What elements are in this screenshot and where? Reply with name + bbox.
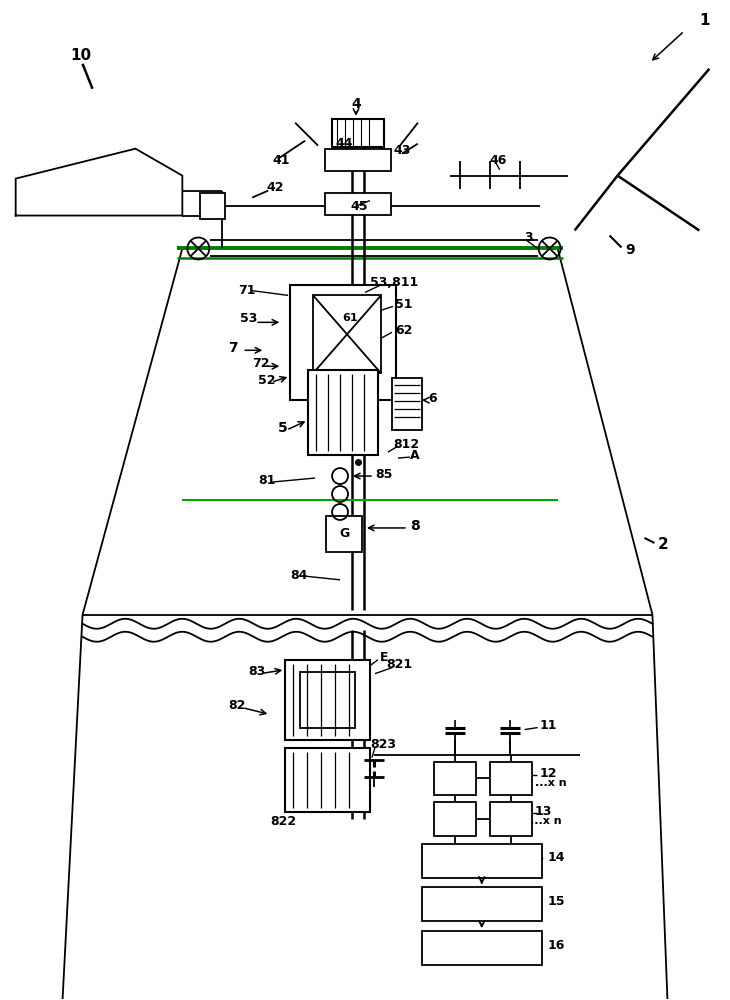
Text: 46: 46	[490, 154, 507, 167]
Bar	[200, 193, 226, 219]
Text: 53,811: 53,811	[370, 276, 418, 289]
Text: 41: 41	[272, 154, 290, 167]
Bar	[290, 285, 396, 400]
Text: 52: 52	[258, 374, 276, 387]
Text: 16: 16	[548, 939, 565, 952]
Text: 15: 15	[548, 895, 565, 908]
Text: 2: 2	[658, 537, 668, 552]
Bar	[313, 295, 381, 373]
Text: 85: 85	[375, 468, 392, 481]
Text: 53: 53	[240, 312, 258, 325]
Text: 62: 62	[395, 324, 412, 337]
Bar	[326, 516, 362, 552]
Text: 812: 812	[393, 438, 419, 451]
Bar	[332, 119, 384, 147]
Text: 81: 81	[258, 474, 276, 487]
Text: G: G	[339, 527, 349, 540]
Text: 822: 822	[270, 815, 296, 828]
Text: 84: 84	[290, 569, 307, 582]
Bar	[434, 802, 476, 836]
Text: ...x n: ...x n	[530, 816, 561, 826]
Text: 4: 4	[351, 97, 361, 111]
Text: 13: 13	[534, 805, 552, 818]
Text: 51: 51	[395, 298, 412, 311]
Bar	[285, 748, 370, 812]
Text: 45: 45	[350, 200, 367, 213]
Bar	[325, 193, 391, 215]
Text: 11: 11	[539, 719, 557, 732]
Bar	[285, 660, 370, 740]
Bar	[325, 149, 391, 171]
Bar	[300, 672, 355, 728]
Text: 61: 61	[342, 313, 358, 323]
Text: 71: 71	[238, 284, 256, 297]
Text: 83: 83	[248, 665, 266, 678]
Text: 823: 823	[370, 738, 396, 751]
Text: 10: 10	[71, 48, 92, 63]
Text: 44: 44	[335, 137, 353, 150]
Bar	[490, 802, 531, 836]
Bar	[422, 931, 542, 965]
Text: 42: 42	[266, 181, 284, 194]
Bar	[422, 844, 542, 878]
Bar	[392, 378, 422, 430]
Bar	[308, 370, 378, 455]
Text: 5: 5	[278, 421, 288, 435]
Text: 6: 6	[428, 392, 437, 405]
Bar	[434, 762, 476, 795]
Text: 12: 12	[539, 767, 557, 780]
Text: ...x n: ...x n	[534, 778, 566, 788]
Bar	[422, 887, 542, 921]
Text: 821: 821	[386, 658, 412, 671]
Text: 43: 43	[393, 144, 410, 157]
Text: E: E	[380, 651, 388, 664]
Text: 82: 82	[228, 699, 245, 712]
Text: 3: 3	[523, 231, 532, 244]
Text: 8: 8	[410, 519, 420, 533]
Bar	[490, 762, 531, 795]
Text: 72: 72	[252, 357, 269, 370]
Text: 14: 14	[548, 851, 565, 864]
Text: 9: 9	[626, 243, 635, 257]
Text: 1: 1	[699, 13, 710, 28]
Text: A: A	[410, 449, 420, 462]
Text: 7: 7	[228, 341, 238, 355]
